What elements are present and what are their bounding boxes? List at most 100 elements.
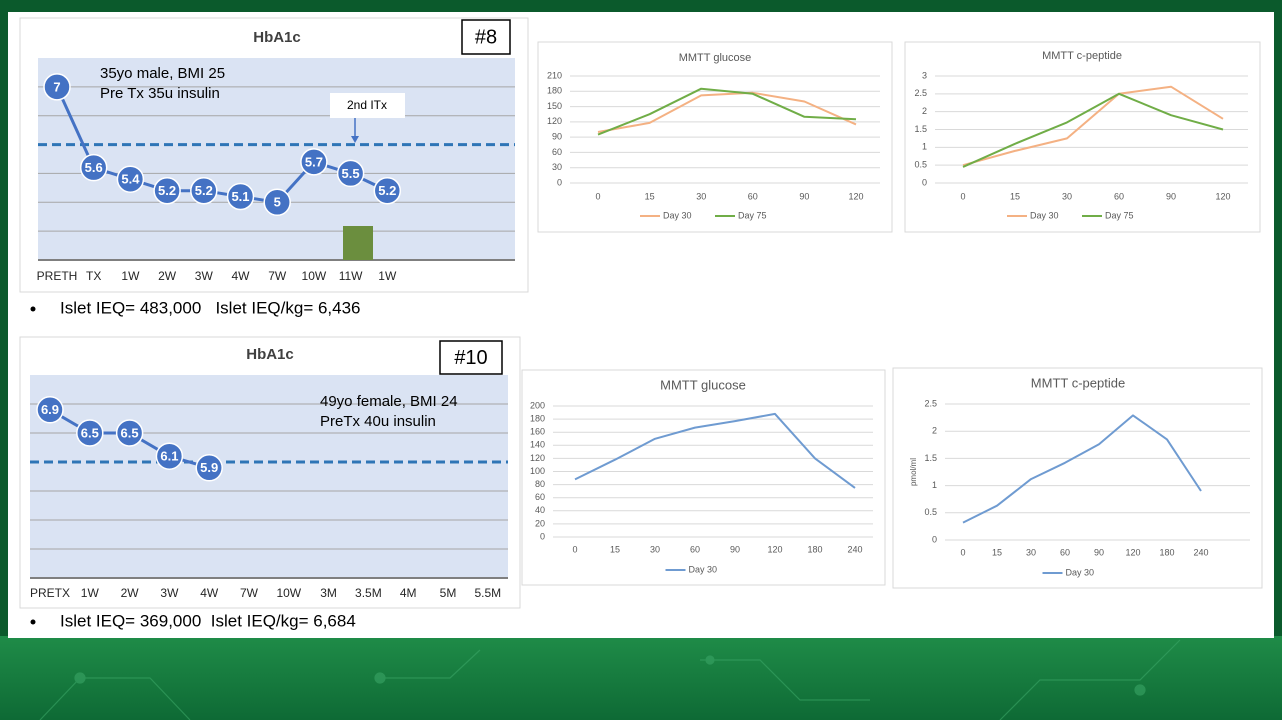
x-tick-label: 5M xyxy=(440,586,457,600)
callout-arrowhead xyxy=(351,136,359,143)
data-point xyxy=(79,153,108,182)
x-tick-label: 0 xyxy=(960,191,965,201)
data-label: 6.1 xyxy=(160,449,178,464)
y-tick-label: 180 xyxy=(530,413,545,423)
note: Islet IEQ= 369,000 Islet IEQ/kg= 6,684 xyxy=(60,611,356,630)
plot-area xyxy=(38,58,515,260)
series-line xyxy=(962,92,1224,168)
chart-title: MMTT glucose xyxy=(660,377,746,392)
data-point xyxy=(373,176,402,205)
legend-label: Day 75 xyxy=(738,210,767,220)
y-tick-label: 100 xyxy=(530,466,545,476)
x-tick-label: 2W xyxy=(158,269,177,283)
x-tick-label: 3W xyxy=(160,586,179,600)
badge-box xyxy=(439,340,503,375)
legend-label: Day 75 xyxy=(1105,210,1134,220)
chart-title: HbA1c xyxy=(246,346,294,363)
x-tick-label: 90 xyxy=(730,544,740,554)
note: Islet IEQ= 483,000 Islet IEQ/kg= 6,436 xyxy=(60,298,361,317)
x-tick-label: 15 xyxy=(610,544,620,554)
y-tick-label: 90 xyxy=(552,132,562,142)
x-tick-label: 10W xyxy=(276,586,301,600)
x-tick-label: 15 xyxy=(992,547,1002,557)
series-line xyxy=(962,414,1202,524)
x-tick-label: 180 xyxy=(807,544,822,554)
chart-card xyxy=(892,367,1263,589)
y-tick-label: 2 xyxy=(932,426,937,436)
x-tick-label: 3.5M xyxy=(355,586,382,600)
y-tick-label: 2.5 xyxy=(924,398,937,408)
x-tick-label: 15 xyxy=(1010,191,1020,201)
x-tick-label: 90 xyxy=(1166,191,1176,201)
data-label: 5.2 xyxy=(195,183,213,198)
y-tick-label: 0 xyxy=(540,531,545,541)
x-tick-label: 60 xyxy=(1060,547,1070,557)
annotation: PreTx 40u insulin xyxy=(320,413,436,430)
x-tick-label: 1W xyxy=(81,586,100,600)
data-point xyxy=(226,182,255,211)
y-tick-label: 1.5 xyxy=(914,124,927,134)
annotation: 2nd ITx xyxy=(347,98,387,112)
data-label: 7 xyxy=(53,79,60,94)
x-tick-label: PRETH xyxy=(37,269,78,283)
y-tick-label: 180 xyxy=(547,86,562,96)
x-tick-label: 30 xyxy=(1026,547,1036,557)
chart-card xyxy=(904,41,1261,233)
x-tick-label: 120 xyxy=(1215,191,1230,201)
x-tick-label: 15 xyxy=(645,191,655,201)
series-line xyxy=(55,86,388,204)
chart-title: HbA1c xyxy=(253,29,301,46)
chart-title: MMTT c-peptide xyxy=(1042,50,1122,62)
x-tick-label: 4M xyxy=(400,586,417,600)
data-label: 5.2 xyxy=(378,183,396,198)
y-tick-label: 150 xyxy=(547,101,562,111)
x-tick-label: 30 xyxy=(650,544,660,554)
data-point xyxy=(43,73,71,101)
data-label: 6.9 xyxy=(41,402,59,417)
y-tick-label: 200 xyxy=(530,400,545,410)
x-tick-label: 4W xyxy=(232,269,251,283)
data-point xyxy=(115,419,144,447)
x-tick-label: 240 xyxy=(847,544,862,554)
footer-band xyxy=(0,636,1282,720)
y-axis-label: pmol/ml xyxy=(909,458,918,486)
y-tick-label: 60 xyxy=(552,147,562,157)
x-tick-label: 1W xyxy=(121,269,140,283)
y-tick-label: 2.5 xyxy=(914,88,927,98)
y-tick-label: 20 xyxy=(535,518,545,528)
data-point xyxy=(76,419,104,447)
y-tick-label: 0.5 xyxy=(914,160,927,170)
y-tick-label: 0 xyxy=(557,177,562,187)
x-tick-label: 60 xyxy=(1114,191,1124,201)
chart-title: MMTT c-peptide xyxy=(1031,375,1125,390)
chart-title: MMTT glucose xyxy=(679,52,752,64)
y-tick-label: 1.5 xyxy=(924,453,937,463)
data-label: 5.1 xyxy=(231,189,249,204)
x-tick-label: 60 xyxy=(690,544,700,554)
data-label: 5.9 xyxy=(200,460,218,475)
y-tick-label: 1 xyxy=(932,480,937,490)
hex-pattern xyxy=(39,639,1181,720)
x-tick-label: 5.5M xyxy=(474,586,501,600)
y-tick-label: 0 xyxy=(922,177,927,187)
legend-label: Day 30 xyxy=(1066,567,1095,577)
data-point xyxy=(336,159,365,188)
series-line xyxy=(962,85,1224,167)
series-line xyxy=(574,412,856,489)
badge: #8 xyxy=(475,26,497,48)
x-tick-label: 120 xyxy=(767,544,782,554)
annotation: 35yo male, BMI 25 xyxy=(100,65,225,82)
y-tick-label: 1 xyxy=(922,142,927,152)
event-bar xyxy=(343,226,373,260)
data-label: 5.5 xyxy=(342,166,360,181)
data-point xyxy=(195,454,223,482)
y-tick-label: 80 xyxy=(535,479,545,489)
data-label: 5.4 xyxy=(121,172,140,187)
series-line xyxy=(597,91,857,133)
badge: #10 xyxy=(454,347,487,369)
data-point xyxy=(36,396,64,424)
series-line xyxy=(597,87,857,136)
legend-label: Day 30 xyxy=(663,210,692,220)
x-tick-label: 1W xyxy=(378,269,397,283)
x-tick-label: 3W xyxy=(195,269,214,283)
